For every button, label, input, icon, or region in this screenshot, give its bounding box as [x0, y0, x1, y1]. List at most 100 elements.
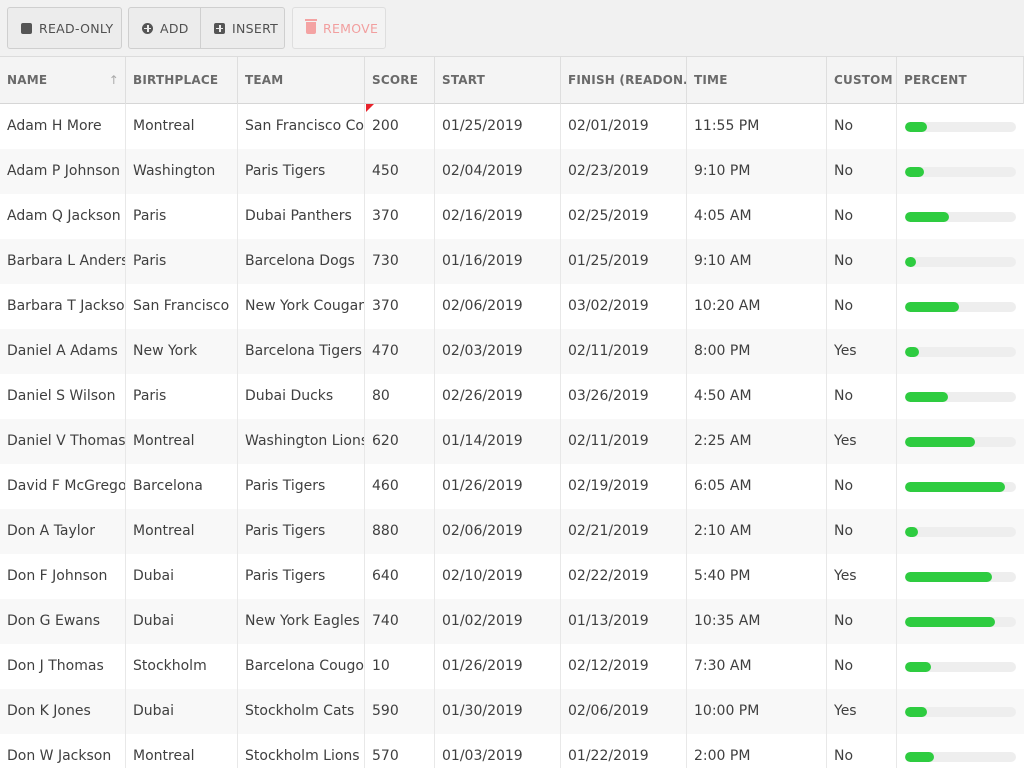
- cell-score[interactable]: 370: [365, 284, 435, 329]
- cell-finish[interactable]: 02/11/2019: [561, 329, 687, 374]
- cell-name[interactable]: Don J Thomas: [0, 644, 126, 689]
- cell-team[interactable]: New York Eagles: [238, 599, 365, 644]
- table-row[interactable]: Don A Taylor Montreal Paris Tigers 880 02/06…: [0, 509, 1024, 554]
- cell-team[interactable]: Paris Tigers: [238, 554, 365, 599]
- cell-time[interactable]: 7:30 AM: [687, 644, 827, 689]
- table-row[interactable]: Adam Q Jackson Paris Dubai Panthers 370 02/1…: [0, 194, 1024, 239]
- column-header-time[interactable]: TIME: [687, 57, 827, 104]
- cell-time[interactable]: 9:10 PM: [687, 149, 827, 194]
- cell-custom[interactable]: No: [827, 374, 897, 419]
- cell-finish[interactable]: 01/13/2019: [561, 599, 687, 644]
- cell-birthplace[interactable]: Montreal: [126, 104, 238, 149]
- cell-score[interactable]: 640: [365, 554, 435, 599]
- cell-finish[interactable]: 03/02/2019: [561, 284, 687, 329]
- table-row[interactable]: Daniel A Adams New York Barcelona Tigers 47…: [0, 329, 1024, 374]
- cell-name[interactable]: Barbara L Anders: [0, 239, 126, 284]
- cell-score[interactable]: 620: [365, 419, 435, 464]
- cell-time[interactable]: 5:40 PM: [687, 554, 827, 599]
- cell-team[interactable]: Stockholm Cats: [238, 689, 365, 734]
- cell-score[interactable]: 200: [365, 104, 435, 149]
- percent-progress-bar[interactable]: [905, 707, 1016, 717]
- column-header-finish[interactable]: FINISH (READON…: [561, 57, 687, 104]
- cell-name[interactable]: Daniel V Thomas: [0, 419, 126, 464]
- cell-start[interactable]: 01/30/2019: [435, 689, 561, 734]
- cell-score[interactable]: 450: [365, 149, 435, 194]
- cell-birthplace[interactable]: Paris: [126, 374, 238, 419]
- cell-name[interactable]: David F McGrego: [0, 464, 126, 509]
- cell-score[interactable]: 470: [365, 329, 435, 374]
- column-header-percent[interactable]: PERCENT: [897, 57, 1024, 104]
- cell-custom[interactable]: Yes: [827, 329, 897, 374]
- cell-start[interactable]: 02/06/2019: [435, 509, 561, 554]
- table-row[interactable]: David F McGrego Barcelona Paris Tigers 460 0…: [0, 464, 1024, 509]
- cell-start[interactable]: 02/16/2019: [435, 194, 561, 239]
- cell-team[interactable]: Dubai Ducks: [238, 374, 365, 419]
- cell-name[interactable]: Don K Jones: [0, 689, 126, 734]
- cell-finish[interactable]: 02/25/2019: [561, 194, 687, 239]
- cell-custom[interactable]: No: [827, 599, 897, 644]
- cell-custom[interactable]: Yes: [827, 689, 897, 734]
- sort-ascending-icon[interactable]: ↑: [108, 73, 119, 87]
- table-row[interactable]: Don W Jackson Montreal Stockholm Lions 570 0…: [0, 734, 1024, 768]
- cell-name[interactable]: Barbara T Jackso: [0, 284, 126, 329]
- cell-team[interactable]: Barcelona Dogs: [238, 239, 365, 284]
- cell-score[interactable]: 460: [365, 464, 435, 509]
- cell-team[interactable]: Barcelona Cougo: [238, 644, 365, 689]
- percent-progress-bar[interactable]: [905, 302, 1016, 312]
- cell-time[interactable]: 2:25 AM: [687, 419, 827, 464]
- cell-time[interactable]: 6:05 AM: [687, 464, 827, 509]
- cell-birthplace[interactable]: Paris: [126, 194, 238, 239]
- cell-time[interactable]: 10:35 AM: [687, 599, 827, 644]
- percent-progress-bar[interactable]: [905, 662, 1016, 672]
- cell-birthplace[interactable]: Washington: [126, 149, 238, 194]
- add-button[interactable]: ADD: [128, 7, 201, 49]
- cell-birthplace[interactable]: Dubai: [126, 689, 238, 734]
- cell-birthplace[interactable]: Stockholm: [126, 644, 238, 689]
- cell-team[interactable]: Barcelona Tigers: [238, 329, 365, 374]
- cell-score[interactable]: 880: [365, 509, 435, 554]
- cell-start[interactable]: 02/06/2019: [435, 284, 561, 329]
- percent-progress-bar[interactable]: [905, 122, 1016, 132]
- cell-score[interactable]: 10: [365, 644, 435, 689]
- cell-score[interactable]: 80: [365, 374, 435, 419]
- cell-start[interactable]: 02/03/2019: [435, 329, 561, 374]
- percent-progress-bar[interactable]: [905, 167, 1016, 177]
- cell-custom[interactable]: No: [827, 149, 897, 194]
- column-header-custom[interactable]: CUSTOM: [827, 57, 897, 104]
- cell-start[interactable]: 02/10/2019: [435, 554, 561, 599]
- cell-score[interactable]: 730: [365, 239, 435, 284]
- cell-custom[interactable]: No: [827, 194, 897, 239]
- cell-team[interactable]: Stockholm Lions: [238, 734, 365, 768]
- table-row[interactable]: Don J Thomas Stockholm Barcelona Cougo 10 01…: [0, 644, 1024, 689]
- column-header-birthplace[interactable]: BIRTHPLACE: [126, 57, 238, 104]
- remove-button[interactable]: REMOVE: [292, 7, 386, 49]
- percent-progress-bar[interactable]: [905, 392, 1016, 402]
- table-row[interactable]: Don K Jones Dubai Stockholm Cats 590 01/30/2…: [0, 689, 1024, 734]
- cell-finish[interactable]: 02/11/2019: [561, 419, 687, 464]
- insert-button[interactable]: INSERT: [200, 7, 285, 49]
- cell-custom[interactable]: No: [827, 509, 897, 554]
- table-row[interactable]: Daniel V Thomas Montreal Washington Lions 6…: [0, 419, 1024, 464]
- cell-finish[interactable]: 02/19/2019: [561, 464, 687, 509]
- cell-name[interactable]: Daniel A Adams: [0, 329, 126, 374]
- cell-team[interactable]: San Francisco Co: [238, 104, 365, 149]
- table-row[interactable]: Adam H More Montreal San Francisco Co 200 01…: [0, 104, 1024, 149]
- cell-custom[interactable]: Yes: [827, 419, 897, 464]
- cell-custom[interactable]: No: [827, 464, 897, 509]
- percent-progress-bar[interactable]: [905, 257, 1016, 267]
- cell-score[interactable]: 570: [365, 734, 435, 768]
- cell-name[interactable]: Daniel S Wilson: [0, 374, 126, 419]
- table-row[interactable]: Barbara T Jackso San Francisco New York Co…: [0, 284, 1024, 329]
- cell-birthplace[interactable]: Montreal: [126, 419, 238, 464]
- column-header-score[interactable]: SCORE: [365, 57, 435, 104]
- cell-name[interactable]: Don W Jackson: [0, 734, 126, 768]
- cell-finish[interactable]: 02/22/2019: [561, 554, 687, 599]
- cell-finish[interactable]: 03/26/2019: [561, 374, 687, 419]
- cell-birthplace[interactable]: Dubai: [126, 554, 238, 599]
- percent-progress-bar[interactable]: [905, 752, 1016, 762]
- cell-birthplace[interactable]: Montreal: [126, 734, 238, 768]
- cell-start[interactable]: 01/26/2019: [435, 464, 561, 509]
- cell-finish[interactable]: 02/21/2019: [561, 509, 687, 554]
- cell-custom[interactable]: No: [827, 104, 897, 149]
- cell-name[interactable]: Don G Ewans: [0, 599, 126, 644]
